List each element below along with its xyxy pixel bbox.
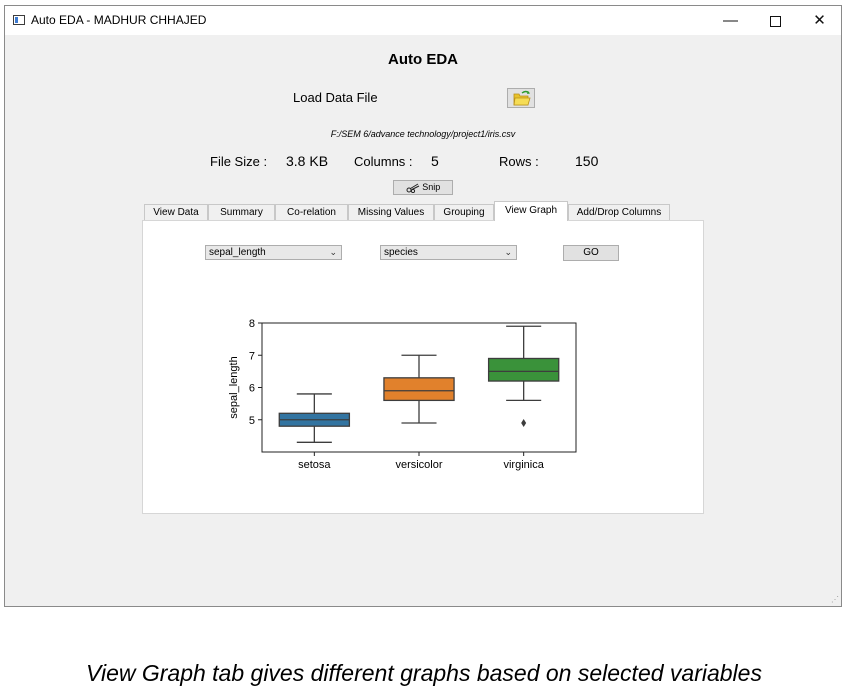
tab-add-drop-columns[interactable]: Add/Drop Columns [568,204,670,220]
x-tick-label: setosa [298,459,331,471]
columns-label: Columns : [354,154,413,169]
chevron-down-icon: ⌄ [504,247,512,257]
y-tick-label: 5 [249,415,255,427]
open-file-button[interactable] [507,88,535,108]
outlier-point [521,418,527,427]
snip-label: Snip [422,182,441,192]
y-tick-label: 7 [249,350,255,362]
y-variable-value: species [384,247,418,258]
window-title: Auto EDA - MADHUR CHHAJED [31,13,207,27]
resize-grip[interactable]: ⋰ [831,595,839,604]
columns-value: 5 [431,153,439,169]
app-icon [13,15,25,25]
box-versicolor [383,377,455,402]
file-size-label: File Size : [210,154,268,169]
rows-value: 150 [575,153,599,169]
tab-summary[interactable]: Summary [208,204,275,220]
tab-missing-values[interactable]: Missing Values [348,204,434,220]
tab-grouping[interactable]: Grouping [434,204,494,220]
y-axis-label: sepal_length [228,356,240,418]
scissors-icon [406,183,419,193]
file-size-value: 3.8 KB [286,153,329,169]
tab-co-relation[interactable]: Co-relation [275,204,348,220]
app-window: Auto EDA - MADHUR CHHAJED — ✕ Auto EDA L… [4,5,842,607]
y-tick-label: 6 [249,383,255,395]
maximize-icon [770,15,781,27]
tab-view-graph[interactable]: View Graph [494,201,568,221]
file-path: F:/SEM 6/advance technology/project1/iri… [330,129,516,139]
x-variable-select[interactable]: sepal_length ⌄ [205,245,342,260]
view-graph-panel: sepal_length ⌄ species ⌄ GO 5 6 7 8 sepal_le… [142,220,704,514]
go-button[interactable]: GO [563,245,619,261]
maximize-button[interactable] [753,6,798,35]
x-tick-label: virginica [503,459,544,471]
figure-caption: View Graph tab gives different graphs ba… [86,660,762,686]
x-variable-value: sepal_length [209,247,266,258]
chevron-down-icon: ⌄ [329,247,337,257]
snip-button[interactable]: Snip [393,180,453,195]
y-variable-select[interactable]: species ⌄ [380,245,517,260]
folder-icon [513,90,531,106]
tab-view-data[interactable]: View Data [144,204,208,220]
close-button[interactable]: ✕ [813,12,826,29]
y-tick-label: 8 [249,318,255,330]
box-virginica [487,357,560,382]
x-tick-label: versicolor [395,459,442,471]
app-heading: Auto EDA [388,51,458,68]
load-data-label: Load Data File [293,90,378,105]
title-bar[interactable]: Auto EDA - MADHUR CHHAJED — ✕ [5,6,841,35]
rows-label: Rows : [499,154,539,169]
minimize-button[interactable]: — [723,12,738,29]
